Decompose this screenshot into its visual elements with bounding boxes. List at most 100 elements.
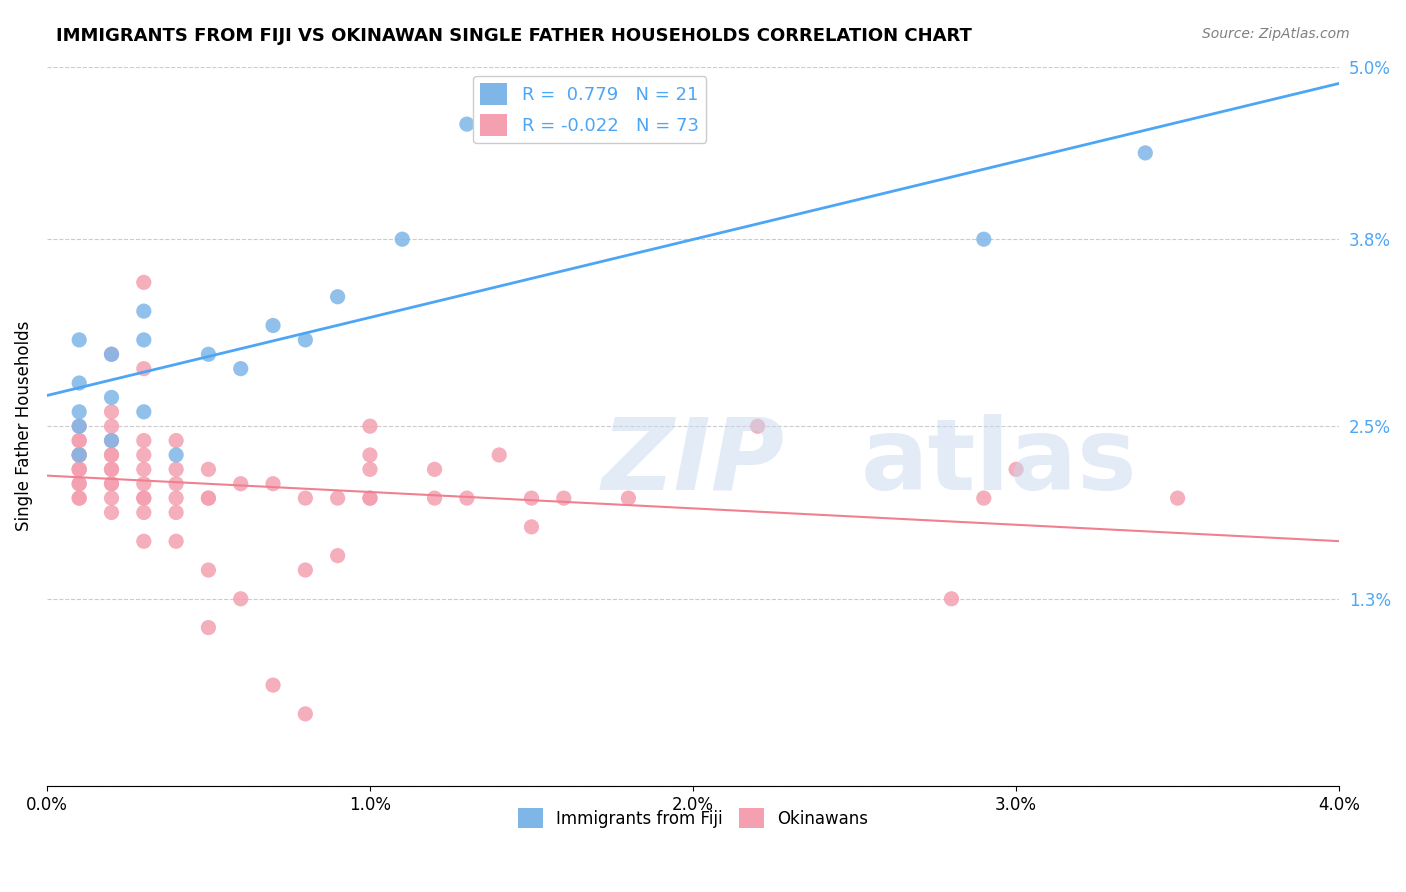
Point [67, 476, 90, 491]
Point [67, 462, 90, 476]
Point [520, 491, 543, 505]
Point [165, 491, 187, 505]
Point [100, 391, 122, 405]
Point [359, 491, 381, 505]
Point [941, 591, 963, 606]
Y-axis label: Single Father Households: Single Father Households [15, 321, 32, 532]
Point [197, 462, 219, 476]
Point [67, 448, 90, 462]
Point [197, 491, 219, 505]
Point [423, 491, 446, 505]
Text: IMMIGRANTS FROM FIJI VS OKINAWAN SINGLE FATHER HOUSEHOLDS CORRELATION CHART: IMMIGRANTS FROM FIJI VS OKINAWAN SINGLE … [56, 27, 972, 45]
Point [197, 347, 219, 361]
Point [326, 491, 349, 505]
Point [67, 491, 90, 505]
Point [359, 462, 381, 476]
Point [67, 434, 90, 448]
Point [359, 448, 381, 462]
Point [67, 462, 90, 476]
Point [456, 491, 478, 505]
Point [229, 476, 252, 491]
Point [100, 347, 122, 361]
Point [67, 448, 90, 462]
Point [132, 448, 155, 462]
Point [100, 405, 122, 419]
Point [132, 491, 155, 505]
Point [165, 448, 187, 462]
Point [197, 491, 219, 505]
Point [520, 520, 543, 534]
Point [132, 405, 155, 419]
Point [262, 318, 284, 333]
Point [100, 434, 122, 448]
Point [132, 476, 155, 491]
Point [973, 491, 995, 505]
Text: atlas: atlas [860, 414, 1137, 510]
Point [1167, 491, 1189, 505]
Point [165, 534, 187, 549]
Legend: Immigrants from Fiji, Okinawans: Immigrants from Fiji, Okinawans [510, 801, 875, 835]
Point [132, 333, 155, 347]
Point [67, 448, 90, 462]
Point [132, 534, 155, 549]
Point [973, 232, 995, 246]
Point [100, 506, 122, 520]
Point [67, 376, 90, 390]
Point [67, 333, 90, 347]
Point [197, 621, 219, 635]
Point [67, 448, 90, 462]
Point [165, 434, 187, 448]
Point [326, 290, 349, 304]
Point [100, 434, 122, 448]
Point [294, 563, 316, 577]
Point [132, 462, 155, 476]
Text: Source: ZipAtlas.com: Source: ZipAtlas.com [1202, 27, 1350, 41]
Point [294, 333, 316, 347]
Point [262, 476, 284, 491]
Point [67, 434, 90, 448]
Point [165, 506, 187, 520]
Point [1135, 145, 1157, 160]
Point [617, 491, 640, 505]
Point [132, 434, 155, 448]
Point [67, 419, 90, 434]
Point [100, 448, 122, 462]
Point [100, 462, 122, 476]
Point [229, 591, 252, 606]
Point [100, 476, 122, 491]
Point [229, 361, 252, 376]
Point [67, 405, 90, 419]
Point [326, 549, 349, 563]
Point [197, 563, 219, 577]
Point [67, 419, 90, 434]
Point [294, 706, 316, 721]
Point [391, 232, 413, 246]
Point [100, 462, 122, 476]
Point [165, 476, 187, 491]
Point [359, 419, 381, 434]
Point [100, 347, 122, 361]
Point [132, 506, 155, 520]
Text: ZIP: ZIP [602, 414, 785, 510]
Point [132, 276, 155, 290]
Point [67, 491, 90, 505]
Point [553, 491, 575, 505]
Point [132, 304, 155, 318]
Point [67, 476, 90, 491]
Point [100, 491, 122, 505]
Point [67, 462, 90, 476]
Point [488, 448, 510, 462]
Point [456, 117, 478, 131]
Point [747, 419, 769, 434]
Point [100, 419, 122, 434]
Point [100, 448, 122, 462]
Point [132, 361, 155, 376]
Point [1005, 462, 1028, 476]
Point [132, 491, 155, 505]
Point [294, 491, 316, 505]
Point [165, 462, 187, 476]
Point [423, 462, 446, 476]
Point [262, 678, 284, 692]
Point [359, 491, 381, 505]
Point [100, 476, 122, 491]
